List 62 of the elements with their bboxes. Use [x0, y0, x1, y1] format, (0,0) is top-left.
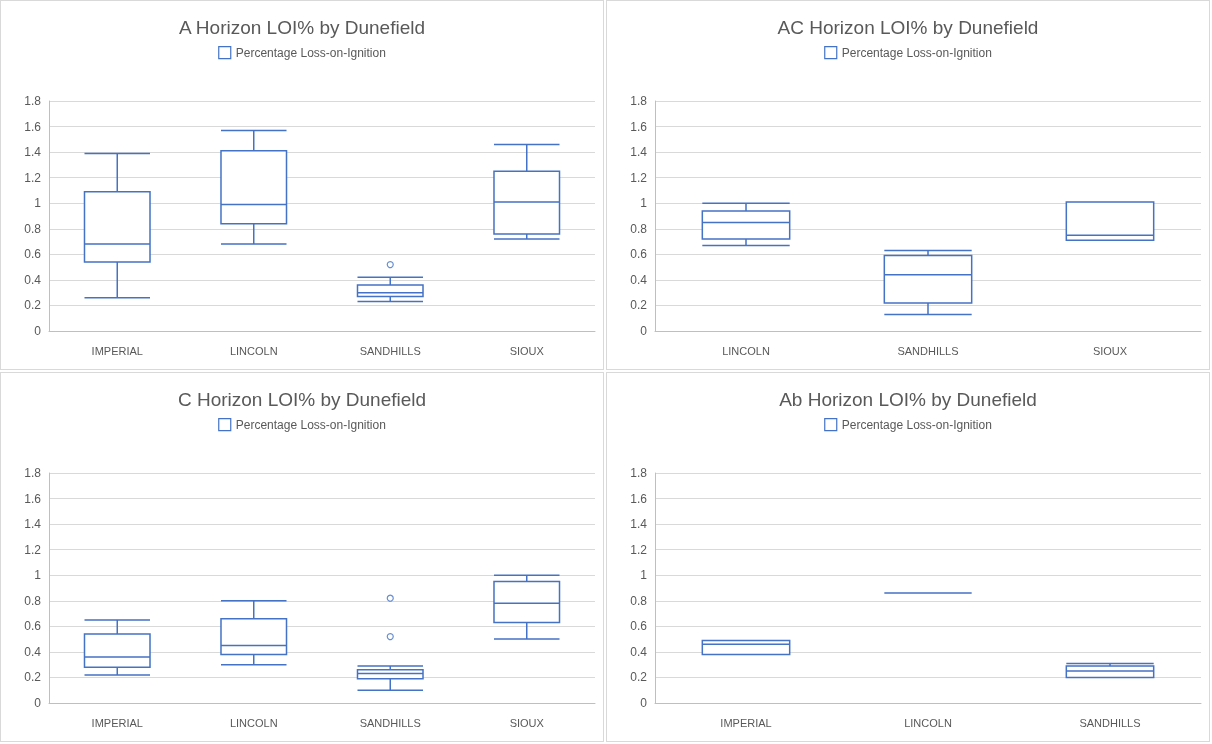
y-tick-label: 0.2 — [24, 298, 42, 313]
y-tick-label: 1.6 — [24, 119, 42, 134]
y-tick-label: 0.4 — [24, 272, 42, 287]
legend-label: Percentage Loss-on-Ignition — [235, 417, 386, 432]
y-tick-label: 1 — [640, 568, 648, 583]
y-tick-label: 1.8 — [630, 94, 648, 108]
legend-label: Percentage Loss-on-Ignition — [841, 417, 992, 432]
y-tick-label: 1.4 — [24, 517, 42, 532]
y-tick-label: 0.8 — [24, 221, 42, 236]
y-tick-label: 0.8 — [630, 593, 648, 608]
x-tick-label: SIOUX — [509, 344, 545, 357]
y-tick-label: 1.8 — [630, 466, 648, 480]
x-tick-label: SIOUX — [1092, 344, 1128, 357]
legend-label: Percentage Loss-on-Ignition — [841, 45, 992, 60]
y-tick-label: 0.2 — [630, 298, 648, 313]
y-tick-label: 1.6 — [630, 491, 648, 506]
y-tick-label: 1 — [34, 196, 42, 211]
y-tick-label: 1.8 — [24, 466, 42, 480]
x-tick-label: SIOUX — [509, 716, 545, 729]
y-tick-label: 1.4 — [24, 145, 42, 160]
y-tick-label: 1.2 — [24, 170, 42, 185]
x-tick-label: SANDHILLS — [897, 344, 959, 357]
y-tick-label: 0.2 — [630, 670, 648, 685]
y-tick-label: 1.2 — [630, 542, 648, 557]
y-tick-label: 0 — [640, 696, 648, 710]
y-tick-label: 1.2 — [24, 542, 42, 557]
x-tick-label: LINCOLN — [722, 344, 770, 357]
y-tick-label: 0.4 — [630, 272, 648, 287]
x-tick-label: LINCOLN — [229, 344, 278, 357]
y-tick-label: 1 — [34, 568, 42, 583]
y-tick-label: 0 — [640, 324, 648, 338]
chart-title: Ab Horizon LOI% by Dunefield — [779, 389, 1037, 410]
y-tick-label: 0.4 — [24, 644, 42, 659]
y-tick-label: 0.6 — [630, 619, 648, 634]
y-tick-label: 0.4 — [630, 644, 648, 659]
y-tick-label: 0.8 — [630, 221, 648, 236]
y-tick-label: 1 — [640, 196, 648, 211]
chart-title: AC Horizon LOI% by Dunefield — [777, 17, 1039, 38]
x-tick-label: SANDHILLS — [359, 716, 421, 729]
y-tick-label: 0 — [34, 324, 42, 338]
y-tick-label: 0.6 — [24, 619, 42, 634]
y-tick-label: 1.6 — [24, 491, 42, 506]
legend-label: Percentage Loss-on-Ignition — [235, 45, 386, 60]
x-tick-label: LINCOLN — [904, 716, 952, 729]
chart-title: C Horizon LOI% by Dunefield — [177, 389, 427, 410]
y-tick-label: 1.4 — [630, 145, 648, 160]
chart-title: A Horizon LOI% by Dunefield — [178, 17, 426, 38]
x-tick-label: LINCOLN — [229, 716, 278, 729]
y-tick-label: 1.8 — [24, 94, 42, 108]
x-tick-label: SANDHILLS — [1079, 716, 1141, 729]
x-tick-label: IMPERIAL — [720, 716, 772, 729]
x-tick-label: SANDHILLS — [359, 344, 421, 357]
y-tick-label: 1.4 — [630, 517, 648, 532]
y-tick-label: 1.6 — [630, 119, 648, 134]
x-tick-label: IMPERIAL — [91, 344, 143, 357]
y-tick-label: 0.6 — [24, 247, 42, 262]
y-tick-label: 1.2 — [630, 170, 648, 185]
y-tick-label: 0 — [34, 696, 42, 710]
y-tick-label: 0.6 — [630, 247, 648, 262]
y-tick-label: 0.2 — [24, 670, 42, 685]
y-tick-label: 0.8 — [24, 593, 42, 608]
x-tick-label: IMPERIAL — [91, 716, 143, 729]
